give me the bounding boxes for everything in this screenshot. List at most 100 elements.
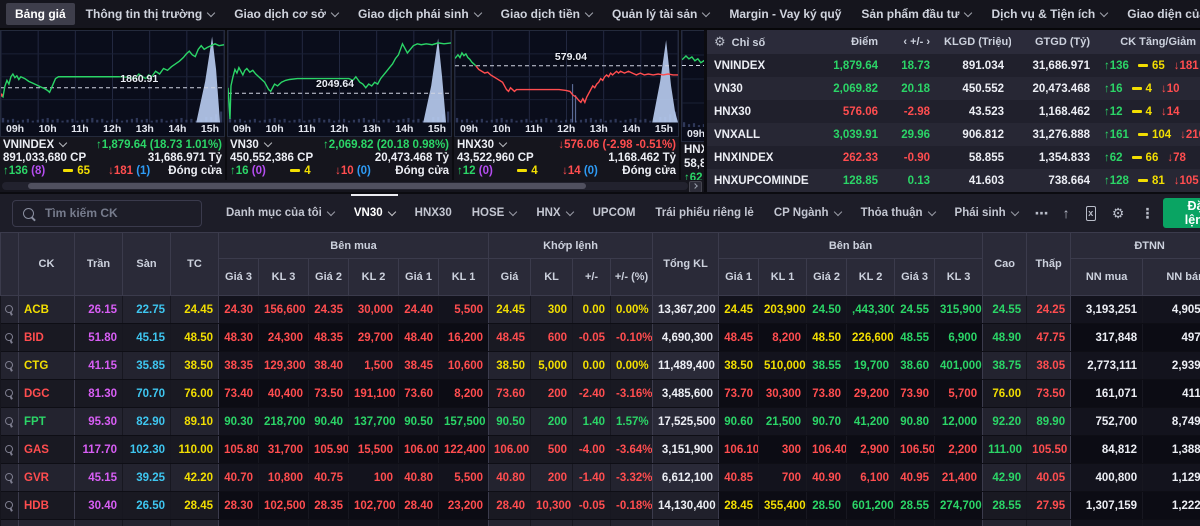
cell-16[interactable]: 29.45 [806,519,848,526]
cell-2[interactable]: 24.45 [170,295,219,324]
cell-10[interactable]: 200 [530,463,574,492]
index-row-vnindex[interactable]: VNINDEX 1,879.64 18.73 891.034 31,686.971 ↑13… [707,54,1200,77]
cell-0[interactable]: 26.15 [74,295,123,324]
cell-13[interactable]: 14,130,400 [652,491,720,520]
cell-10[interactable]: 200 [530,379,574,408]
cell-9[interactable]: 29.40 [488,519,532,526]
cell-17[interactable]: 41,200 [846,407,896,436]
cell-19[interactable]: 401,000 [934,351,984,380]
cell-6[interactable]: 1,500 [348,351,399,380]
cell-2[interactable]: 110.00 [170,435,219,464]
cell-21[interactable]: 24.25 [1026,295,1072,324]
stock-symbol[interactable]: BID [18,323,75,352]
cell-6[interactable]: 137,700 [348,407,399,436]
cell-15[interactable]: 355,400 [758,491,808,520]
cell-2[interactable]: 29.30 [170,519,219,526]
gear-icon[interactable]: ⚙ [714,34,726,49]
menu-item-margin-vay-k-qu-[interactable]: Margin - Vay ký quỹ [729,7,842,21]
pin-cell[interactable] [0,463,19,492]
cell-2[interactable]: 76.00 [170,379,219,408]
cell-9[interactable]: 24.45 [488,295,532,324]
cell-1[interactable]: 26.50 [122,491,171,520]
pin-cell[interactable] [0,407,19,436]
cell-22[interactable]: 317,848 [1070,323,1144,352]
cell-13[interactable]: 11,489,400 [652,351,720,380]
cell-17[interactable]: ,443,300 [846,295,896,324]
cell-23[interactable]: 4,905,672 [1142,295,1200,324]
cell-17[interactable]: 29,200 [846,379,896,408]
cell-3[interactable]: 48.30 [218,323,259,352]
stock-symbol[interactable]: CTG [18,351,75,380]
cell-21[interactable]: 105.50 [1026,435,1072,464]
cell-22[interactable]: 161,071 [1070,379,1144,408]
cell-18[interactable]: 28.55 [894,491,936,520]
cell-8[interactable]: 23,200 [438,491,490,520]
cell-10[interactable]: 1,000 [530,519,574,526]
cell-4[interactable]: 10,800 [258,463,309,492]
cell-18[interactable]: 40.95 [894,463,936,492]
cell-20[interactable]: 92.20 [982,407,1028,436]
cell-5[interactable]: 48.35 [308,323,349,352]
cell-3[interactable]: 24.30 [218,295,259,324]
cell-8[interactable]: 157,500 [438,407,490,436]
cell-22[interactable]: 10,081,727 [1070,519,1144,526]
cell-4[interactable]: 40,400 [258,379,309,408]
collapse-up-icon[interactable]: ↑ [1062,205,1070,221]
cell-23[interactable]: 1,388,612 [1142,435,1200,464]
cell-12[interactable]: 0.00% [610,351,654,380]
index-name-dropdown[interactable]: HNXINDEX [684,144,704,156]
cell-18[interactable]: 73.90 [894,379,936,408]
cell-22[interactable]: 3,193,251 [1070,295,1144,324]
cell-19[interactable]: 315,900 [934,295,984,324]
cell-4[interactable]: 218,700 [258,407,309,436]
pin-cell[interactable] [0,379,19,408]
cell-17[interactable]: 6,100 [846,463,896,492]
cell-0[interactable]: 41.15 [74,351,123,380]
cell-12[interactable]: -0.10% [610,323,654,352]
cell-21[interactable]: 28.90 [1026,519,1072,526]
cell-7[interactable]: 40.80 [398,463,439,492]
cell-15[interactable]: 703,400 [758,519,808,526]
cell-13[interactable]: 17,525,500 [652,407,720,436]
cell-14[interactable]: 73.70 [718,379,760,408]
pin-cell[interactable] [0,295,19,324]
cell-11[interactable]: 0.10 [572,519,612,526]
tab-th-a-thu-n[interactable]: Thỏa thuận [851,194,945,232]
cell-3[interactable]: 73.40 [218,379,259,408]
cell-21[interactable]: 38.05 [1026,351,1072,380]
menu-item-giao-d-ch-ph-i-sinh[interactable]: Giao dịch phái sinh [349,3,490,25]
pin-cell[interactable] [0,519,19,526]
cell-19[interactable]: 21,400 [934,463,984,492]
cell-13[interactable]: 3,151,900 [652,435,720,464]
cell-3[interactable]: 38.35 [218,351,259,380]
cell-6[interactable]: 29,700 [348,323,399,352]
cell-10[interactable]: 10,300 [530,491,574,520]
tab-hnx[interactable]: HNX [526,194,582,232]
pin-cell[interactable] [0,435,19,464]
cell-20[interactable]: 111.00 [982,435,1028,464]
cell-1[interactable]: 45.15 [122,323,171,352]
cell-11[interactable]: 1.40 [572,407,612,436]
tab-vn30[interactable]: VN30 [344,194,405,232]
cell-10[interactable]: 300 [530,295,574,324]
cell-18[interactable]: 24.55 [894,295,936,324]
cell-14[interactable]: 40.85 [718,463,760,492]
index-row-hnxindex[interactable]: HNXINDEX 262.33 -0.90 58.855 1,354.833 ↑62 66 ↓… [707,146,1200,169]
menu-item-qu-n-l-t-i-s-n[interactable]: Quản lý tài sản [603,3,718,25]
stock-symbol[interactable]: FPT [18,407,75,436]
pin-cell[interactable] [0,323,19,352]
cell-1[interactable]: 39.25 [122,463,171,492]
cell-17[interactable]: 226,600 [846,323,896,352]
cell-8[interactable]: 5,500 [438,463,490,492]
cell-23[interactable]: 2,939,645 [1142,351,1200,380]
cell-16[interactable]: 40.90 [806,463,848,492]
cell-16[interactable]: 73.80 [806,379,848,408]
cell-20[interactable]: 42.90 [982,463,1028,492]
cell-9[interactable]: 40.80 [488,463,532,492]
cell-5[interactable]: 90.40 [308,407,349,436]
cell-21[interactable]: 73.50 [1026,379,1072,408]
cell-6[interactable]: 100 [348,463,399,492]
cell-9[interactable]: 28.40 [488,491,532,520]
cell-16[interactable]: 106.40 [806,435,848,464]
cell-15[interactable]: 21,500 [758,407,808,436]
